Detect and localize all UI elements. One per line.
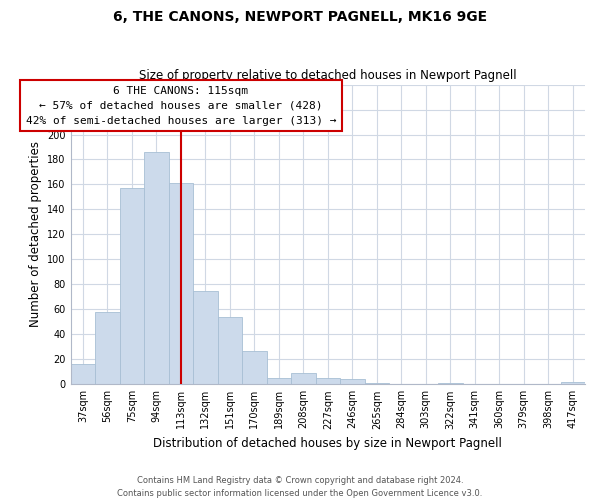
Bar <box>266 378 291 384</box>
Bar <box>193 290 218 384</box>
Bar <box>218 317 242 384</box>
Bar <box>365 383 389 384</box>
Bar <box>291 373 316 384</box>
Bar <box>242 350 266 384</box>
Bar <box>95 312 119 384</box>
Bar <box>119 188 144 384</box>
Bar <box>340 380 365 384</box>
Title: Size of property relative to detached houses in Newport Pagnell: Size of property relative to detached ho… <box>139 69 517 82</box>
Bar <box>71 364 95 384</box>
Bar <box>169 183 193 384</box>
Y-axis label: Number of detached properties: Number of detached properties <box>29 142 41 328</box>
Text: 6 THE CANONS: 115sqm
← 57% of detached houses are smaller (428)
42% of semi-deta: 6 THE CANONS: 115sqm ← 57% of detached h… <box>26 86 336 126</box>
Bar <box>560 382 585 384</box>
Bar <box>144 152 169 384</box>
Bar <box>316 378 340 384</box>
X-axis label: Distribution of detached houses by size in Newport Pagnell: Distribution of detached houses by size … <box>154 437 502 450</box>
Bar <box>438 383 463 384</box>
Text: 6, THE CANONS, NEWPORT PAGNELL, MK16 9GE: 6, THE CANONS, NEWPORT PAGNELL, MK16 9GE <box>113 10 487 24</box>
Text: Contains HM Land Registry data © Crown copyright and database right 2024.
Contai: Contains HM Land Registry data © Crown c… <box>118 476 482 498</box>
